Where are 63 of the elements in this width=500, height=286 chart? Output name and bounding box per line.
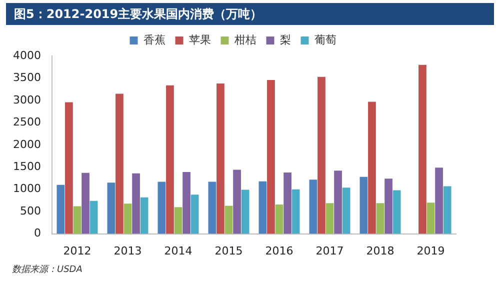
y-tick-label: 4000: [12, 48, 41, 62]
legend-label: 柑桔: [233, 33, 256, 46]
bar: [132, 173, 140, 234]
legend-label: 苹果: [188, 33, 211, 46]
y-tick-label: 3500: [12, 71, 41, 84]
y-tick-label: 1500: [12, 160, 41, 173]
bar: [73, 206, 82, 234]
x-tick-label: 2017: [316, 244, 344, 258]
bar: [216, 84, 224, 234]
y-tick-label: 3000: [12, 93, 41, 106]
bar: [342, 188, 350, 234]
x-tick-label: 2015: [214, 244, 243, 258]
x-tick-label: 2013: [114, 244, 142, 258]
bar: [267, 80, 275, 234]
y-tick-label: 500: [20, 204, 41, 218]
bar: [376, 203, 384, 234]
bar: [116, 94, 124, 234]
y-tick-label: 1000: [12, 182, 41, 196]
bar: [166, 85, 174, 234]
bar: [90, 200, 98, 234]
bar: [258, 181, 267, 234]
bar: [241, 190, 250, 234]
bar: [182, 172, 190, 234]
x-tick-label: 2018: [366, 244, 394, 258]
y-tick-label: 0: [34, 226, 41, 240]
bar: [326, 203, 334, 234]
bar: [208, 182, 216, 234]
legend-label: 梨: [280, 33, 291, 46]
bar: [292, 189, 300, 234]
x-tick-label: 2014: [164, 244, 192, 258]
legend-label: 葡萄: [314, 33, 336, 46]
source-note: 数据来源：USDA: [12, 264, 84, 276]
bar: [82, 172, 90, 234]
bar: [124, 204, 132, 234]
bar: [174, 207, 182, 234]
legend-label: 香蕉: [143, 33, 166, 46]
x-tick-label: 2012: [63, 244, 92, 258]
x-tick-label: 2016: [265, 244, 294, 258]
bar: [392, 190, 401, 234]
chart-title: 图5：2012-2019主要水果国内消费（万吨）: [6, 3, 494, 25]
bar: [443, 186, 452, 234]
bar: [107, 182, 116, 234]
y-tick-label: 2000: [12, 138, 41, 151]
bar: [224, 206, 233, 234]
bar: [275, 204, 284, 234]
y-tick-label: 2500: [12, 116, 41, 129]
bar: [140, 197, 148, 234]
bar: [318, 76, 326, 234]
bar: [435, 168, 443, 234]
bar: [158, 182, 166, 234]
bar: [334, 170, 342, 234]
bar: [426, 202, 435, 234]
bar: [190, 194, 199, 234]
bar: [309, 180, 318, 234]
bar: [284, 172, 292, 234]
bar: [368, 102, 376, 234]
x-tick-label: 2019: [416, 244, 445, 258]
bar: [418, 64, 426, 234]
bar: [56, 184, 65, 234]
bar: [384, 178, 392, 234]
bar: [360, 176, 368, 234]
bar: [65, 102, 73, 234]
bar: [233, 170, 241, 234]
